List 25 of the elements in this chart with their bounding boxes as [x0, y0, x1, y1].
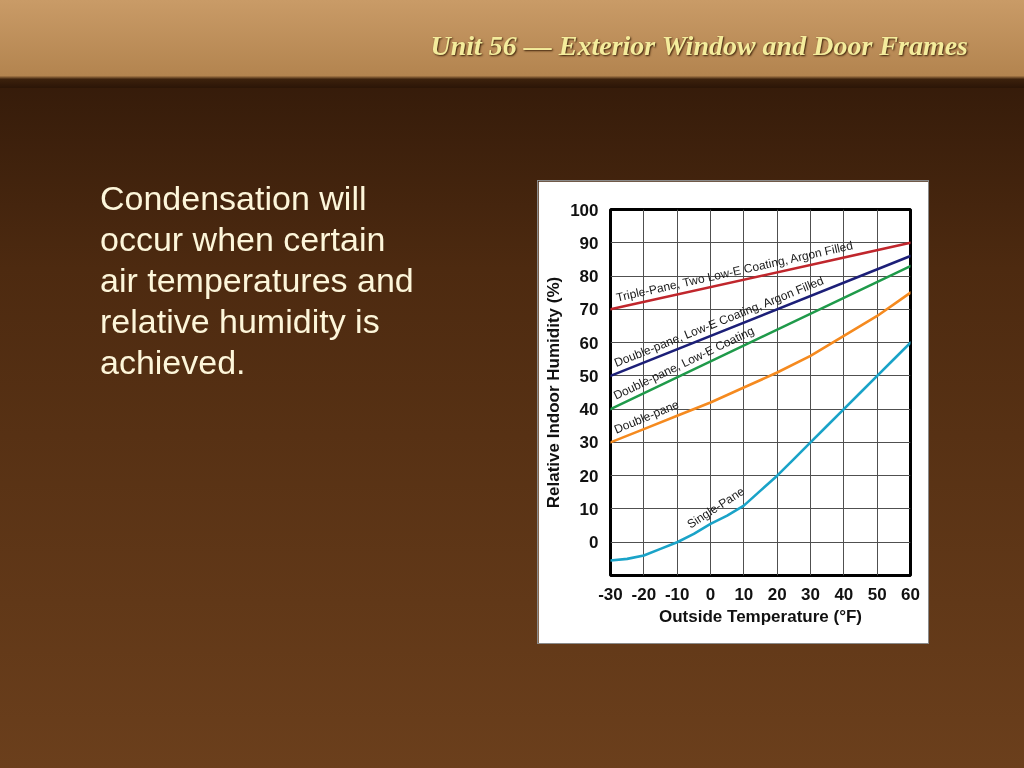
y-tick-label: 20 — [579, 466, 599, 486]
x-axis-title: Outside Temperature (°F) — [659, 606, 862, 626]
y-tick-label: 80 — [579, 267, 599, 287]
y-tick-label: 70 — [579, 300, 599, 320]
y-tick-label: 60 — [579, 333, 599, 353]
y-tick-label: 100 — [570, 200, 599, 220]
x-tick-label: -30 — [598, 584, 623, 604]
x-tick-label: 50 — [867, 584, 887, 604]
x-tick-label: 10 — [734, 584, 754, 604]
y-tick-label: 30 — [579, 433, 599, 453]
y-tick-label: 50 — [579, 366, 599, 386]
x-tick-label: 30 — [801, 584, 820, 604]
x-tick-label: 20 — [767, 584, 787, 604]
chart-title: Unit 56 — Exterior Window and Door Frames — [0, 0, 1024, 88]
x-tick-label: -10 — [664, 584, 690, 604]
y-tick-label: 10 — [579, 499, 599, 519]
y-tick-label: 90 — [579, 233, 599, 253]
x-tick-label: 60 — [901, 584, 920, 604]
y-tick-label: 40 — [579, 400, 599, 420]
text: Condensation will occur when certain air temperatures and relative humidity is achieved. — [99, 178, 415, 383]
y-axis-title: Relative Indoor Humidity (%) — [544, 276, 564, 509]
x-tick-label: -20 — [631, 584, 657, 604]
x-tick-label: 40 — [834, 584, 854, 604]
y-tick-label: 0 — [589, 533, 599, 553]
x-tick-label: 0 — [705, 584, 716, 604]
